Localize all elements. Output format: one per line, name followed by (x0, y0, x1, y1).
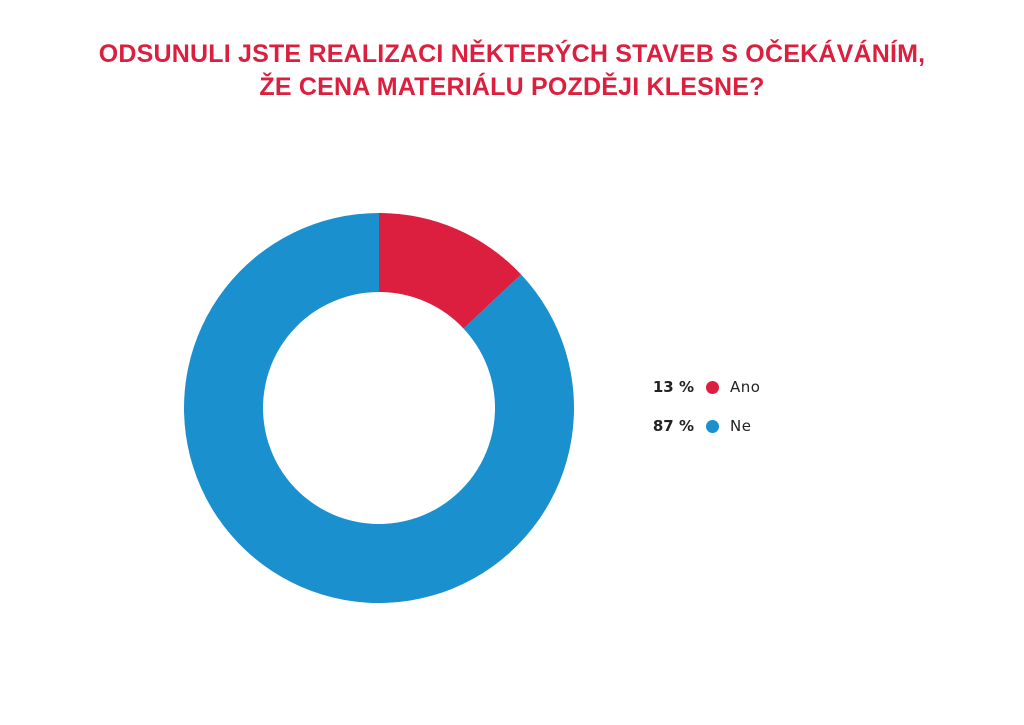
donut-slice-ne (183, 213, 574, 603)
legend-label-ne: Ne (730, 417, 752, 435)
legend-item-ano: 13 % Ano (640, 376, 840, 398)
legend-dot-ne (706, 420, 719, 433)
legend-dot-ano (706, 381, 719, 394)
legend-value-ano: 13 % (652, 378, 694, 396)
donut-slice-ano (379, 213, 522, 329)
chart-title-line-2: ŽE CENA MATERIÁLU POZDĚJI KLESNE? (259, 73, 765, 101)
chart-title-line-1: ODSUNULI JSTE REALIZACI NĚKTERÝCH STAVEB… (98, 40, 926, 68)
chart-title: ODSUNULI JSTE REALIZACI NĚKTERÝCH STAVEB… (0, 38, 1024, 104)
legend-label-ano: Ano (730, 378, 761, 396)
donut-slices (183, 213, 574, 603)
legend-item-ne: 87 % Ne (640, 415, 840, 437)
chart-legend: 13 % Ano 87 % Ne (640, 376, 840, 454)
legend-value-ne: 87 % (652, 417, 694, 435)
